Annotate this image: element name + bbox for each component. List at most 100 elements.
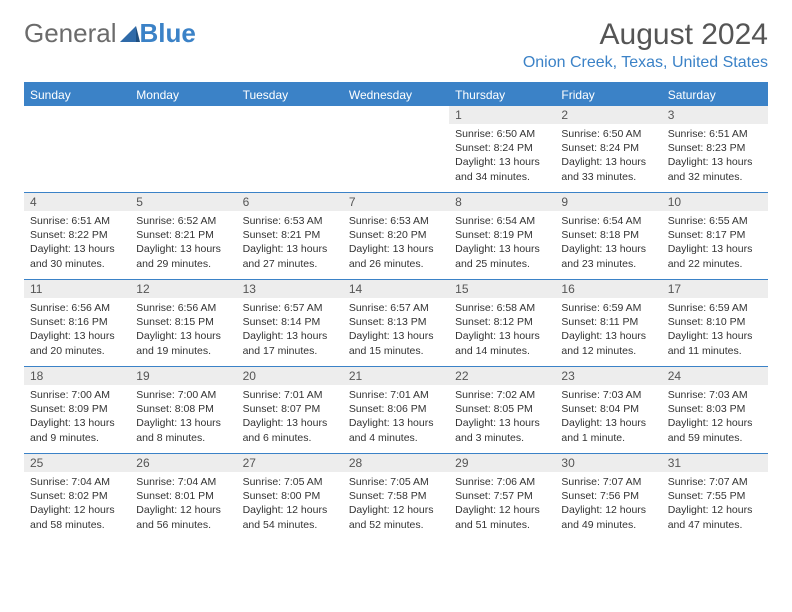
- day-cell: 22Sunrise: 7:02 AMSunset: 8:05 PMDayligh…: [449, 367, 555, 453]
- day-cell: 9Sunrise: 6:54 AMSunset: 8:18 PMDaylight…: [555, 193, 661, 279]
- day-daylight: Daylight: 12 hours and 54 minutes.: [243, 503, 337, 531]
- day-sunrise: Sunrise: 6:50 AM: [455, 127, 549, 141]
- weekday-header: Friday: [555, 84, 661, 106]
- day-number: 21: [343, 367, 449, 385]
- day-cell: [343, 106, 449, 192]
- day-body: Sunrise: 7:00 AMSunset: 8:08 PMDaylight:…: [130, 385, 236, 449]
- day-sunset: Sunset: 8:06 PM: [349, 402, 443, 416]
- day-sunrise: Sunrise: 6:57 AM: [243, 301, 337, 315]
- day-body: Sunrise: 6:54 AMSunset: 8:19 PMDaylight:…: [449, 211, 555, 275]
- weekday-header: Sunday: [24, 84, 130, 106]
- day-body: Sunrise: 6:53 AMSunset: 8:20 PMDaylight:…: [343, 211, 449, 275]
- day-sunrise: Sunrise: 6:56 AM: [30, 301, 124, 315]
- day-daylight: Daylight: 13 hours and 6 minutes.: [243, 416, 337, 444]
- week-row: 18Sunrise: 7:00 AMSunset: 8:09 PMDayligh…: [24, 366, 768, 453]
- day-cell: 7Sunrise: 6:53 AMSunset: 8:20 PMDaylight…: [343, 193, 449, 279]
- day-daylight: Daylight: 12 hours and 51 minutes.: [455, 503, 549, 531]
- day-body: Sunrise: 6:54 AMSunset: 8:18 PMDaylight:…: [555, 211, 661, 275]
- day-body: Sunrise: 6:56 AMSunset: 8:16 PMDaylight:…: [24, 298, 130, 362]
- weeks-container: 1Sunrise: 6:50 AMSunset: 8:24 PMDaylight…: [24, 106, 768, 540]
- day-body: Sunrise: 7:04 AMSunset: 8:01 PMDaylight:…: [130, 472, 236, 536]
- day-sunset: Sunset: 8:21 PM: [243, 228, 337, 242]
- day-sunrise: Sunrise: 6:53 AM: [243, 214, 337, 228]
- day-sunset: Sunset: 7:55 PM: [668, 489, 762, 503]
- day-body: Sunrise: 6:51 AMSunset: 8:22 PMDaylight:…: [24, 211, 130, 275]
- day-daylight: Daylight: 12 hours and 52 minutes.: [349, 503, 443, 531]
- day-cell: 28 Sunrise: 7:05 AMSunset: 7:58 PMDayligh…: [343, 454, 449, 540]
- day-number: 23: [555, 367, 661, 385]
- day-sunrise: Sunrise: 6:51 AM: [668, 127, 762, 141]
- day-body: Sunrise: 6:58 AMSunset: 8:12 PMDaylight:…: [449, 298, 555, 362]
- day-sunrise: Sunrise: 6:59 AM: [668, 301, 762, 315]
- day-cell: 1Sunrise: 6:50 AMSunset: 8:24 PMDaylight…: [449, 106, 555, 192]
- day-sunset: Sunset: 8:23 PM: [668, 141, 762, 155]
- day-sunset: Sunset: 8:02 PM: [30, 489, 124, 503]
- calendar: SundayMondayTuesdayWednesdayThursdayFrid…: [24, 82, 768, 540]
- day-daylight: Daylight: 13 hours and 26 minutes.: [349, 242, 443, 270]
- day-sunset: Sunset: 8:17 PM: [668, 228, 762, 242]
- day-sunset: Sunset: 7:58 PM: [349, 489, 443, 503]
- day-daylight: Daylight: 13 hours and 29 minutes.: [136, 242, 230, 270]
- day-sunset: Sunset: 8:22 PM: [30, 228, 124, 242]
- day-body: Sunrise: 7:05 AMSunset: 8:00 PMDaylight:…: [237, 472, 343, 536]
- day-daylight: Daylight: 13 hours and 14 minutes.: [455, 329, 549, 357]
- day-sunset: Sunset: 8:05 PM: [455, 402, 549, 416]
- day-daylight: Daylight: 13 hours and 33 minutes.: [561, 155, 655, 183]
- day-sunset: Sunset: 8:09 PM: [30, 402, 124, 416]
- day-number: 31: [662, 454, 768, 472]
- day-body: Sunrise: 6:51 AMSunset: 8:23 PMDaylight:…: [662, 124, 768, 188]
- day-daylight: Daylight: 13 hours and 8 minutes.: [136, 416, 230, 444]
- day-daylight: Daylight: 13 hours and 15 minutes.: [349, 329, 443, 357]
- day-body: Sunrise: 7:04 AMSunset: 8:02 PMDaylight:…: [24, 472, 130, 536]
- brand-logo: General Blue: [24, 18, 196, 49]
- day-sunset: Sunset: 8:21 PM: [136, 228, 230, 242]
- day-body: Sunrise: 6:50 AMSunset: 8:24 PMDaylight:…: [449, 124, 555, 188]
- day-sunset: Sunset: 8:04 PM: [561, 402, 655, 416]
- day-number: 8: [449, 193, 555, 211]
- day-sunrise: Sunrise: 7:00 AM: [30, 388, 124, 402]
- day-body: Sunrise: 6:57 AMSunset: 8:14 PMDaylight:…: [237, 298, 343, 362]
- location: Onion Creek, Texas, United States: [523, 54, 768, 72]
- day-number: 28: [343, 454, 449, 472]
- day-daylight: Daylight: 13 hours and 23 minutes.: [561, 242, 655, 270]
- day-body: Sunrise: 7:01 AMSunset: 8:07 PMDaylight:…: [237, 385, 343, 449]
- day-number: 22: [449, 367, 555, 385]
- day-body: Sunrise: 7:03 AMSunset: 8:04 PMDaylight:…: [555, 385, 661, 449]
- day-daylight: Daylight: 13 hours and 32 minutes.: [668, 155, 762, 183]
- day-sunrise: Sunrise: 6:54 AM: [455, 214, 549, 228]
- day-number: 13: [237, 280, 343, 298]
- day-sunrise: Sunrise: 6:50 AM: [561, 127, 655, 141]
- day-number: 7: [343, 193, 449, 211]
- day-cell: 12Sunrise: 6:56 AMSunset: 8:15 PMDayligh…: [130, 280, 236, 366]
- weekday-row: SundayMondayTuesdayWednesdayThursdayFrid…: [24, 84, 768, 106]
- day-number: 14: [343, 280, 449, 298]
- day-number: 9: [555, 193, 661, 211]
- day-number: 15: [449, 280, 555, 298]
- day-cell: [24, 106, 130, 192]
- day-cell: 14Sunrise: 6:57 AMSunset: 8:13 PMDayligh…: [343, 280, 449, 366]
- week-row: 11Sunrise: 6:56 AMSunset: 8:16 PMDayligh…: [24, 279, 768, 366]
- day-sunset: Sunset: 8:01 PM: [136, 489, 230, 503]
- day-number: 24: [662, 367, 768, 385]
- day-daylight: Daylight: 13 hours and 22 minutes.: [668, 242, 762, 270]
- day-daylight: Daylight: 13 hours and 30 minutes.: [30, 242, 124, 270]
- day-daylight: Daylight: 13 hours and 27 minutes.: [243, 242, 337, 270]
- day-body: Sunrise: 6:52 AMSunset: 8:21 PMDaylight:…: [130, 211, 236, 275]
- weekday-header: Monday: [130, 84, 236, 106]
- day-sunrise: Sunrise: 7:05 AM: [349, 475, 443, 489]
- day-sunrise: Sunrise: 7:04 AM: [136, 475, 230, 489]
- day-sunrise: Sunrise: 6:53 AM: [349, 214, 443, 228]
- day-daylight: Daylight: 13 hours and 20 minutes.: [30, 329, 124, 357]
- day-sunset: Sunset: 7:56 PM: [561, 489, 655, 503]
- day-sunset: Sunset: 8:13 PM: [349, 315, 443, 329]
- title-block: August 2024 Onion Creek, Texas, United S…: [523, 18, 768, 72]
- day-sunset: Sunset: 8:20 PM: [349, 228, 443, 242]
- day-body: Sunrise: 6:57 AMSunset: 8:13 PMDaylight:…: [343, 298, 449, 362]
- day-number: 16: [555, 280, 661, 298]
- day-body: Sunrise: 7:07 AMSunset: 7:56 PMDaylight:…: [555, 472, 661, 536]
- day-sunset: Sunset: 8:24 PM: [455, 141, 549, 155]
- day-body: Sunrise: 7:03 AMSunset: 8:03 PMDaylight:…: [662, 385, 768, 449]
- day-cell: 8Sunrise: 6:54 AMSunset: 8:19 PMDaylight…: [449, 193, 555, 279]
- day-cell: 29Sunrise: 7:06 AMSunset: 7:57 PMDayligh…: [449, 454, 555, 540]
- day-number: 6: [237, 193, 343, 211]
